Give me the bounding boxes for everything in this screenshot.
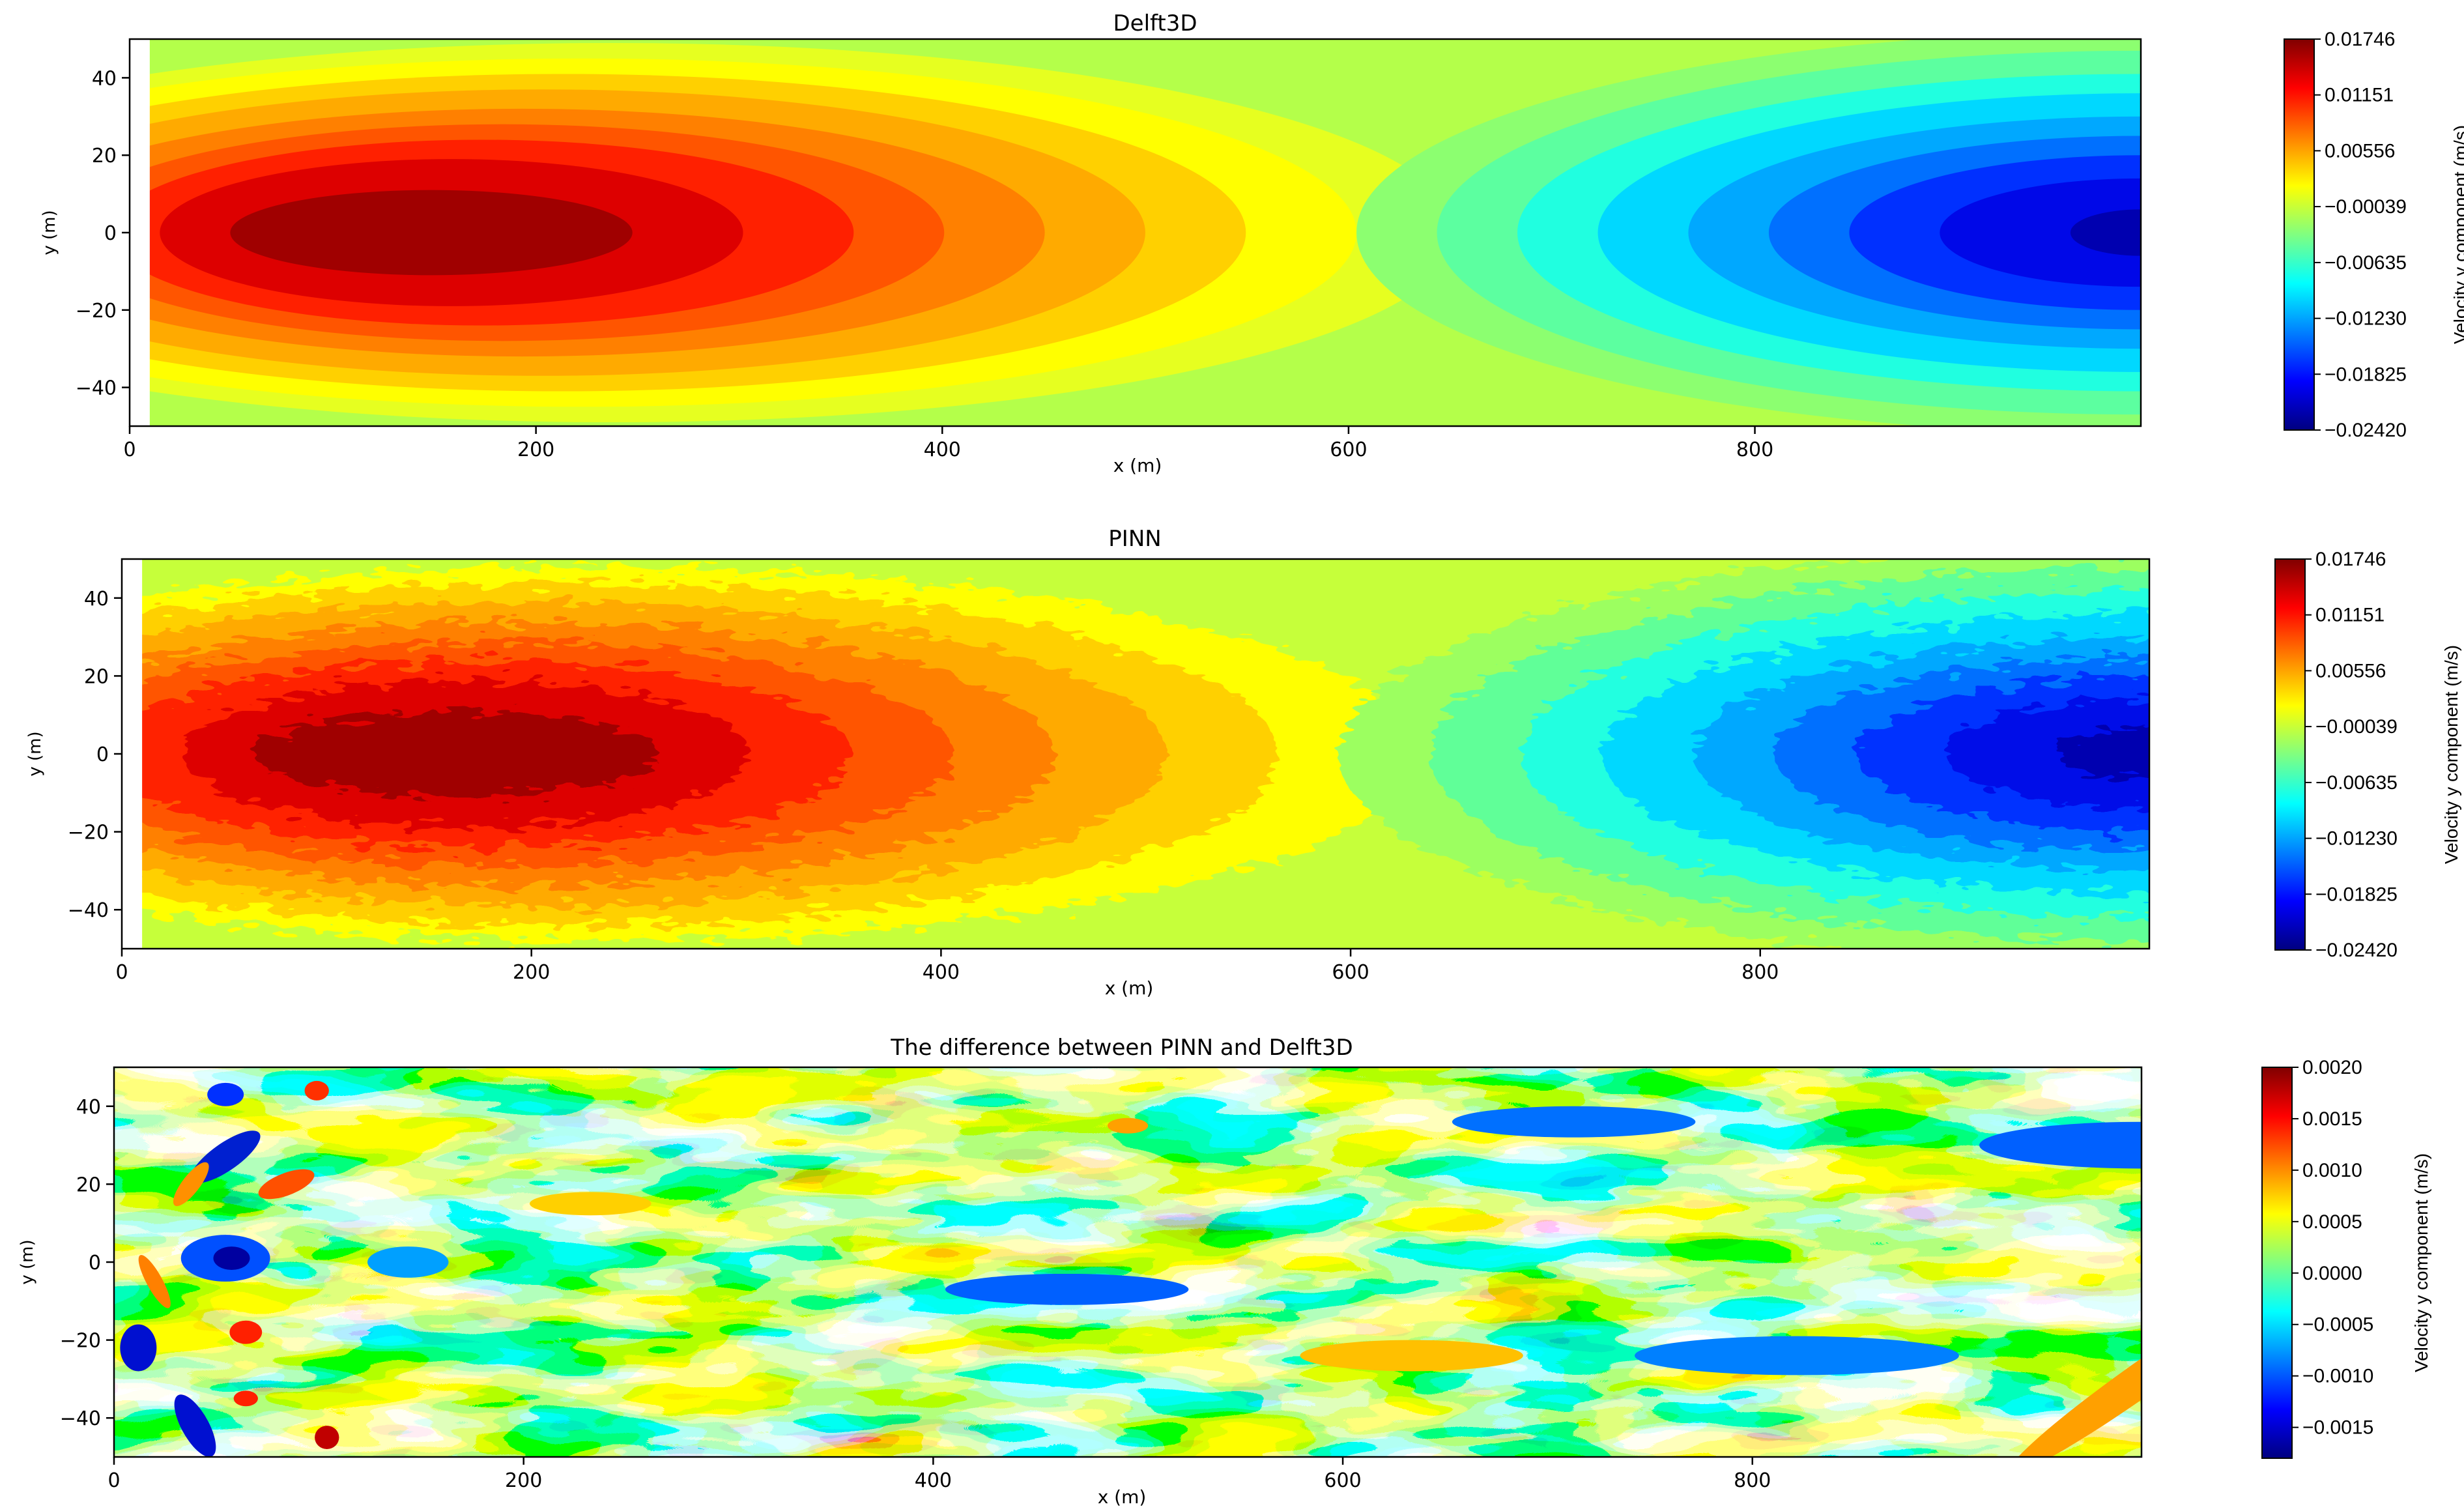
- y-tick-label: 0: [96, 743, 109, 766]
- colorbar: 0.0020 0.0015 0.0010 0.0005 0.0000 −0.0005 −0.…: [2261, 1057, 2431, 1459]
- colorbar-tick-label: 0.0015: [2302, 1108, 2362, 1130]
- colorbar: 0.01746 0.01151 0.00556 −0.00039 −0.00635 −0.…: [2274, 549, 2461, 961]
- x-tick-label: 0: [107, 1469, 120, 1492]
- colorbar-tick-label: −0.00039: [2325, 196, 2407, 218]
- y-tick-label: −20: [68, 822, 109, 844]
- colorbar-tick-label: −0.0005: [2302, 1314, 2373, 1336]
- y-tick-label: −40: [76, 377, 117, 400]
- panel-delft3d: Delft3D: [40, 10, 2464, 476]
- y-tick-label: −20: [60, 1330, 101, 1353]
- y-tick-label: 40: [76, 1096, 101, 1119]
- panel-difference: The difference between PINN and Delft3D: [18, 1035, 2431, 1508]
- colorbar-tick-label: −0.01825: [2325, 364, 2407, 385]
- colorbar-ticks: 0.01746 0.01151 0.00556 −0.00039 −0.00635 −0.…: [2314, 29, 2407, 441]
- x-tick-label: 600: [1330, 439, 1367, 461]
- x-tick-label: 800: [1734, 1469, 1771, 1492]
- colorbar-gradient: [2261, 1067, 2293, 1459]
- x-axis: 0 200 400 600 800: [123, 426, 1773, 461]
- y-tick-label: 0: [104, 222, 117, 245]
- x-tick-label: 600: [1332, 961, 1369, 984]
- colorbar-tick-label: −0.01230: [2315, 828, 2398, 850]
- y-tick-label: 40: [92, 67, 117, 90]
- colorbar-tick-label: −0.0010: [2302, 1366, 2373, 1387]
- colorbar-tick-label: −0.00635: [2315, 772, 2398, 794]
- colorbar-tick-label: 0.0005: [2302, 1211, 2362, 1233]
- panel-pinn: PINN: [25, 526, 2461, 999]
- colorbar-gradient: [2274, 558, 2306, 951]
- colorbar-tick-label: 0.01746: [2315, 549, 2386, 570]
- colorbar-tick-label: −0.02420: [2315, 940, 2398, 961]
- panel-title: Delft3D: [1113, 10, 1197, 36]
- y-axis: 40 20 0 −20 −40: [76, 67, 130, 400]
- x-axis: 0 200 400 600 800: [107, 1457, 1771, 1492]
- x-tick-label: 800: [1741, 961, 1779, 984]
- x-tick-label: 0: [123, 439, 136, 461]
- colorbar-gradient: [2284, 38, 2315, 431]
- y-tick-label: −20: [76, 300, 117, 323]
- colorbar-label: Velocity y component (m/s): [2411, 1153, 2431, 1372]
- colorbar-tick-label: 0.0010: [2302, 1160, 2362, 1181]
- colorbar-label: Velocity y component (m/s): [2450, 125, 2464, 344]
- contour-field: [130, 39, 2141, 426]
- x-axis-label: x (m): [1105, 977, 1154, 999]
- y-tick-label: −40: [60, 1407, 101, 1430]
- x-tick-label: 800: [1736, 439, 1773, 461]
- y-axis-label: y (m): [40, 210, 59, 255]
- colorbar-tick-label: −0.0015: [2302, 1417, 2373, 1439]
- colorbar-tick-label: 0.0000: [2302, 1263, 2362, 1284]
- colorbar-tick-label: 0.0020: [2302, 1057, 2362, 1078]
- colorbar-ticks: 0.0020 0.0015 0.0010 0.0005 0.0000 −0.0005 −0.…: [2292, 1057, 2373, 1439]
- x-tick-label: 400: [923, 961, 960, 984]
- colorbar-tick-label: 0.00556: [2325, 140, 2395, 162]
- x-tick-label: 200: [517, 439, 554, 461]
- contour-field: [114, 1067, 2142, 1457]
- x-tick-label: 400: [915, 1469, 952, 1492]
- colorbar: 0.01746 0.01151 0.00556 −0.00039 −0.00635 −0.…: [2284, 29, 2464, 441]
- colorbar-label: Velocity y component (m/s): [2441, 645, 2461, 864]
- x-tick-label: 200: [505, 1469, 542, 1492]
- colorbar-tick-label: −0.01230: [2325, 308, 2407, 330]
- colorbar-tick-label: −0.00039: [2315, 716, 2398, 738]
- colorbar-ticks: 0.01746 0.01151 0.00556 −0.00039 −0.00635 −0.…: [2305, 549, 2398, 961]
- panel-title: PINN: [1108, 526, 1161, 552]
- colorbar-tick-label: 0.00556: [2315, 660, 2386, 682]
- y-tick-label: 20: [76, 1173, 101, 1196]
- y-tick-label: 0: [89, 1252, 101, 1274]
- x-tick-label: 400: [924, 439, 961, 461]
- y-axis: 40 20 0 −20 −40: [60, 1096, 114, 1430]
- y-axis-label: y (m): [18, 1239, 37, 1284]
- colorbar-tick-label: 0.01746: [2325, 29, 2395, 50]
- colorbar-tick-label: −0.01825: [2315, 884, 2398, 905]
- colorbar-tick-label: −0.00635: [2325, 252, 2407, 274]
- contour-field: [122, 559, 2149, 949]
- x-tick-label: 0: [115, 961, 128, 984]
- y-tick-label: 20: [92, 145, 117, 167]
- y-axis-label: y (m): [25, 731, 45, 776]
- y-tick-label: 20: [84, 665, 109, 688]
- y-tick-label: 40: [84, 588, 109, 611]
- y-tick-label: −40: [68, 899, 109, 922]
- y-axis: 40 20 0 −20 −40: [68, 588, 122, 922]
- colorbar-tick-label: −0.02420: [2325, 420, 2407, 441]
- panel-title: The difference between PINN and Delft3D: [890, 1035, 1353, 1061]
- x-axis-label: x (m): [1113, 455, 1162, 476]
- colorbar-tick-label: 0.01151: [2325, 85, 2394, 106]
- x-axis-label: x (m): [1098, 1486, 1147, 1508]
- colorbar-tick-label: 0.01151: [2315, 605, 2385, 626]
- x-tick-label: 600: [1324, 1469, 1361, 1492]
- x-tick-label: 200: [513, 961, 550, 984]
- x-axis: 0 200 400 600 800: [115, 949, 1779, 984]
